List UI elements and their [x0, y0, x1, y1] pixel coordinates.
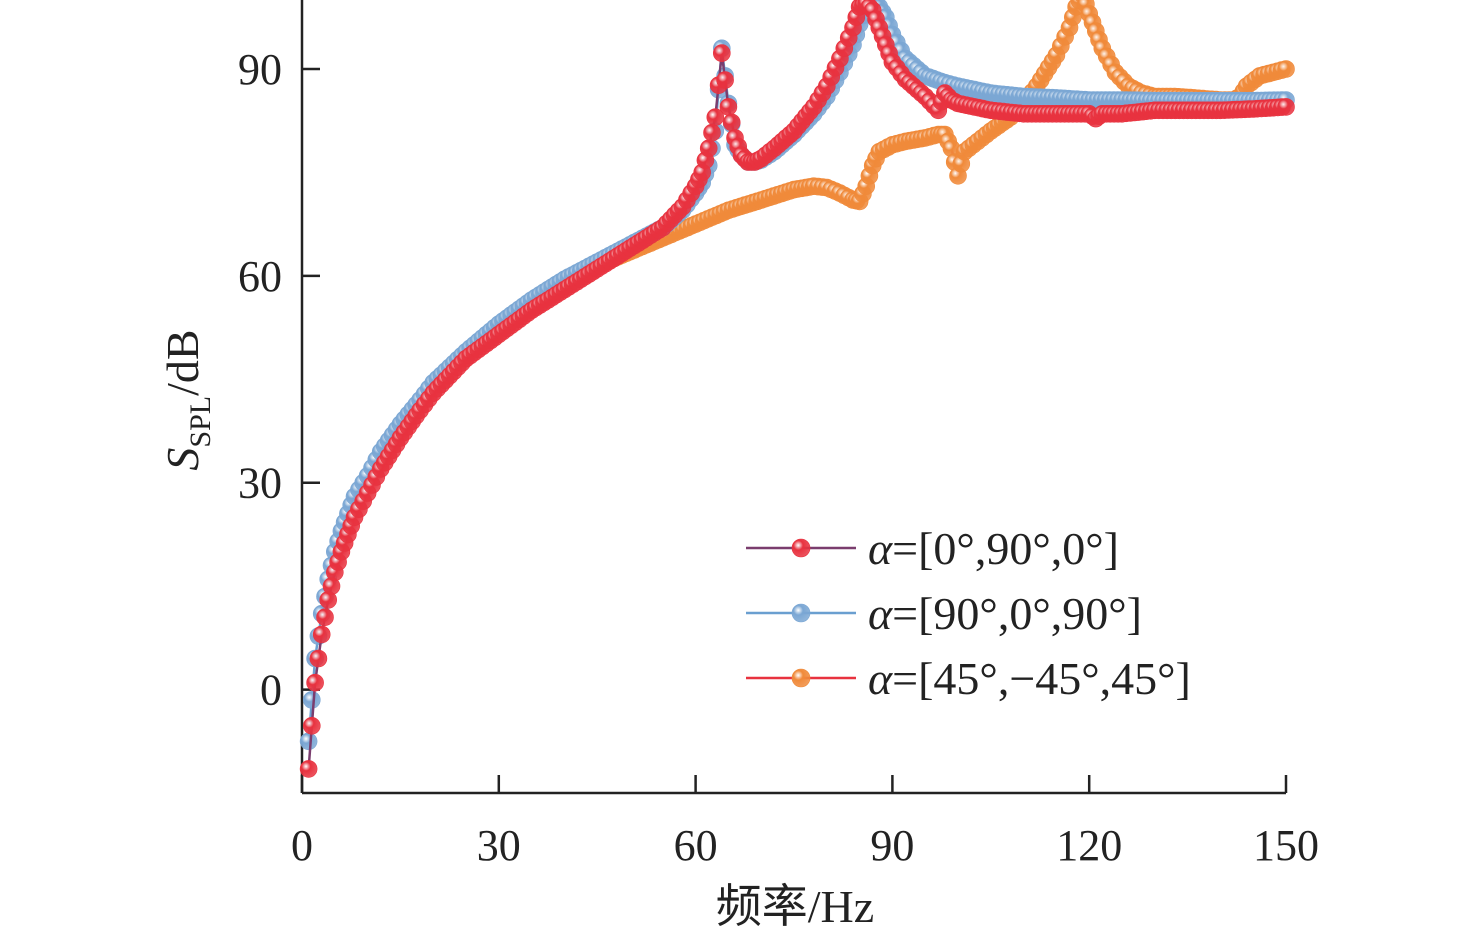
legend-marker — [791, 668, 811, 688]
data-point — [1277, 60, 1295, 78]
legend-label-symbol: α — [868, 523, 893, 574]
legend-label: α=[0°,90°,0°] — [868, 523, 1119, 574]
data-point — [302, 716, 321, 735]
legend-marker — [791, 538, 811, 558]
legend: α=[0°,90°,0°]α=[90°,0°,90°]α=[45°,−45°,4… — [746, 523, 1191, 704]
data-point — [712, 44, 731, 62]
legend-label: α=[90°,0°,90°] — [868, 588, 1142, 639]
legend-entry-0: α=[0°,90°,0°] — [746, 523, 1119, 574]
legend-label-symbol: α — [868, 588, 893, 639]
legend-label-symbol: α — [868, 653, 893, 704]
y-tick-label: 90 — [238, 45, 282, 94]
data-point — [1277, 98, 1295, 116]
legend-label-value: =[90°,0°,90°] — [892, 588, 1142, 639]
legend-label: α=[45°,−45°,45°] — [868, 653, 1191, 704]
y-axis-title-unit: /dB — [157, 329, 208, 395]
series-0 — [299, 0, 1295, 778]
plot-area — [299, 0, 1295, 778]
x-tick-label: 120 — [1056, 821, 1122, 870]
legend-label-value: =[0°,90°,0°] — [892, 523, 1119, 574]
y-axis-title-symbol: S — [157, 448, 208, 471]
x-tick-label: 60 — [674, 821, 718, 870]
y-tick-label: 30 — [238, 459, 282, 508]
data-point — [703, 123, 721, 142]
axes — [300, 0, 1286, 795]
legend-marker — [791, 603, 811, 623]
x-axis-title: 频率/Hz — [716, 881, 874, 932]
y-tick-label: 0 — [260, 666, 282, 715]
data-point — [302, 691, 321, 709]
data-point — [719, 98, 738, 116]
legend-entry-1: α=[90°,0°,90°] — [746, 588, 1142, 639]
y-axis-title: SSPL/dB — [157, 329, 217, 470]
y-tick-label: 60 — [238, 252, 282, 301]
data-point — [299, 760, 318, 778]
data-point — [309, 649, 328, 668]
y-axis-ticks: 0 30 60 90 — [238, 45, 320, 715]
data-point — [722, 113, 741, 132]
legend-entry-2: α=[45°,−45°,45°] — [746, 653, 1191, 704]
data-point — [312, 625, 331, 644]
data-point — [706, 108, 725, 126]
series-2 — [555, 0, 1295, 292]
legend-label-value: =[45°,−45°,45°] — [892, 653, 1191, 704]
y-axis-title-subscript: SPL — [184, 396, 217, 448]
x-axis-ticks: 0 30 60 90 120 150 — [291, 775, 1319, 870]
x-tick-label: 30 — [477, 821, 521, 870]
data-point — [716, 71, 734, 89]
x-tick-label: 90 — [870, 821, 914, 870]
data-point — [306, 673, 324, 692]
x-tick-label: 0 — [291, 821, 313, 870]
data-point — [299, 732, 318, 751]
data-point — [699, 139, 718, 158]
x-tick-label: 150 — [1253, 821, 1319, 870]
data-point — [316, 608, 334, 627]
